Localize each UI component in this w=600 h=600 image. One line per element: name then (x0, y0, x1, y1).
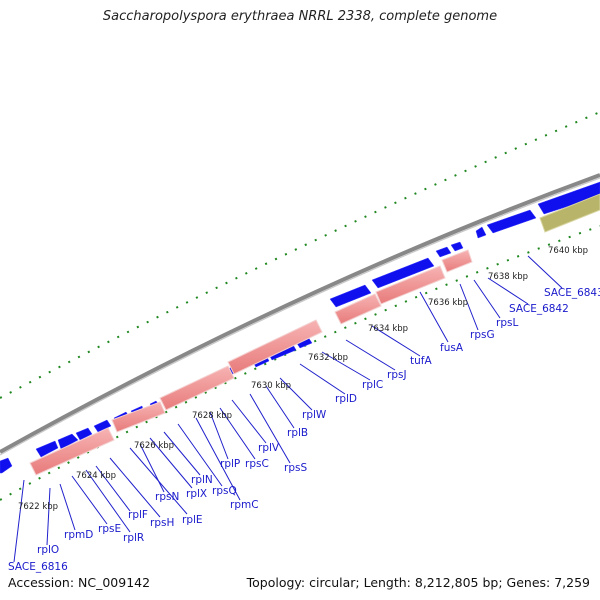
genome-backbone-shade (0, 177, 600, 456)
gene-label[interactable]: fusA (440, 342, 464, 354)
feature-block (111, 401, 166, 433)
inner-tick-ring (0, 225, 600, 501)
gene-label[interactable]: SACE_6843 (544, 287, 600, 299)
map-title: Saccharopolyspora erythraea NRRL 2338, c… (102, 9, 498, 24)
feature-block (29, 427, 115, 476)
scale-label: 7626 kbp (134, 441, 174, 451)
cds-arrow (435, 246, 452, 258)
genome-backbone (0, 173, 600, 454)
scale-label: 7638 kbp (488, 272, 528, 282)
gene-label[interactable]: rpmC (230, 499, 259, 511)
scale-label: 7636 kbp (428, 298, 468, 308)
feature-block (159, 365, 235, 411)
gene-label[interactable]: rpmD (64, 529, 93, 541)
gene-label[interactable]: rplF (128, 509, 148, 521)
scale-label: 7622 kbp (18, 502, 58, 512)
accession-label: Accession: NC_009142 (8, 575, 151, 590)
scale-label: 7634 kbp (368, 324, 408, 334)
gene-label[interactable]: rpsH (150, 517, 174, 529)
gene-label[interactable]: rplR (123, 532, 144, 544)
cds-arrow (75, 427, 93, 441)
scale-label: 7632 kbp (308, 353, 348, 363)
gene-label[interactable]: rplW (302, 409, 327, 421)
gene-label[interactable]: rplX (186, 488, 207, 500)
cds-arrow (57, 433, 79, 450)
gene-label[interactable]: rplC (362, 379, 383, 391)
gene-label[interactable]: rpsE (98, 523, 121, 535)
gene-label[interactable]: SACE_6842 (509, 303, 569, 315)
cds-arrow (0, 457, 13, 474)
gene-label[interactable]: rplN (191, 474, 213, 486)
feature-block (334, 293, 382, 325)
outer-tick-ring (0, 111, 600, 399)
gene-label[interactable]: rpsJ (387, 369, 407, 381)
cds-arrow (35, 440, 59, 458)
cds-arrow (371, 257, 435, 289)
scale-label: 7640 kbp (548, 246, 588, 256)
cds-arrow (329, 284, 372, 308)
feature-block (441, 249, 473, 273)
gene-label[interactable]: rpsG (470, 329, 495, 341)
gene-label[interactable]: rplV (258, 442, 280, 454)
cds-arrow (475, 226, 487, 239)
gene-label[interactable]: rpsC (245, 458, 269, 470)
gene-label[interactable]: rplO (37, 544, 59, 556)
gene-label[interactable]: tufA (410, 355, 432, 367)
gene-label[interactable]: rplP (220, 458, 240, 470)
label-connectors (13, 255, 563, 563)
gene-label[interactable]: SACE_6816 (8, 561, 68, 573)
gene-label[interactable]: rpsL (496, 317, 518, 329)
gene-label[interactable]: rplB (287, 427, 308, 439)
gene-label[interactable]: rpsQ (212, 485, 237, 497)
gene-label[interactable]: rplE (182, 514, 203, 526)
feature-block (375, 265, 446, 305)
gene-label[interactable]: rpsS (284, 462, 307, 474)
topology-label: Topology: circular; Length: 8,212,805 bp… (246, 575, 590, 590)
scale-label: 7624 kbp (76, 471, 116, 481)
cds-arrow (486, 209, 537, 234)
scale-label: 7628 kbp (192, 411, 232, 421)
cds-arrow (537, 181, 600, 215)
gene-label[interactable]: rpsN (155, 491, 179, 503)
gene-label[interactable]: rplD (335, 393, 357, 405)
cds-arrow (93, 419, 112, 433)
misc-feature (539, 193, 600, 233)
feature-block (227, 319, 323, 375)
cds-arrow (450, 241, 464, 252)
scale-label: 7630 kbp (251, 381, 291, 391)
